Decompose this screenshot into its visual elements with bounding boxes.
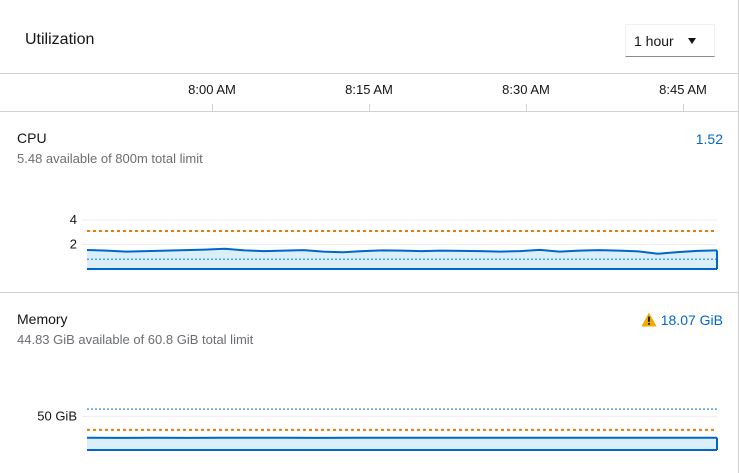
cpu-usage-line [86,247,718,255]
card-header: Utilization 1 hour [0,0,739,74]
time-label: 8:00 AM [188,82,236,97]
memory-chart-svg: 50 GiB [37,408,718,451]
time-tick [212,104,213,112]
memory-metric: Memory 44.83 GiB available of 60.8 GiB t… [0,293,739,473]
time-tick [526,104,527,112]
time-label: 8:15 AM [345,82,393,97]
time-range-dropdown[interactable]: 1 hour [625,24,715,57]
time-tick [369,104,370,112]
caret-down-icon [688,38,696,44]
memory-title: Memory [17,311,68,327]
y-tick-label: 2 [70,237,77,252]
cpu-subtitle: 5.48 available of 800m total limit [17,151,203,166]
warning-triangle-icon [641,312,657,327]
cpu-chart-svg: 42 [70,212,718,270]
cpu-metric: CPU 5.48 available of 800m total limit 1… [0,112,739,293]
memory-usage-area [87,437,717,450]
card-title: Utilization [25,31,95,48]
time-range-selected: 1 hour [634,33,674,49]
y-tick-label: 4 [70,212,77,227]
memory-subtitle: 44.83 GiB available of 60.8 GiB total li… [17,332,254,347]
cpu-title: CPU [17,130,47,146]
y-tick-label: 50 GiB [37,408,77,423]
cpu-value-link[interactable]: 1.52 [695,131,723,147]
time-axis: 8:00 AM 8:15 AM 8:30 AM 8:45 AM [0,74,739,112]
time-label: 8:30 AM [502,82,550,97]
memory-chart[interactable]: 50 GiB [0,399,739,473]
time-tick [683,104,684,112]
memory-value-link[interactable]: 18.07 GiB [660,312,723,328]
time-label: 8:45 AM [659,82,707,97]
cpu-usage-area [87,248,717,269]
